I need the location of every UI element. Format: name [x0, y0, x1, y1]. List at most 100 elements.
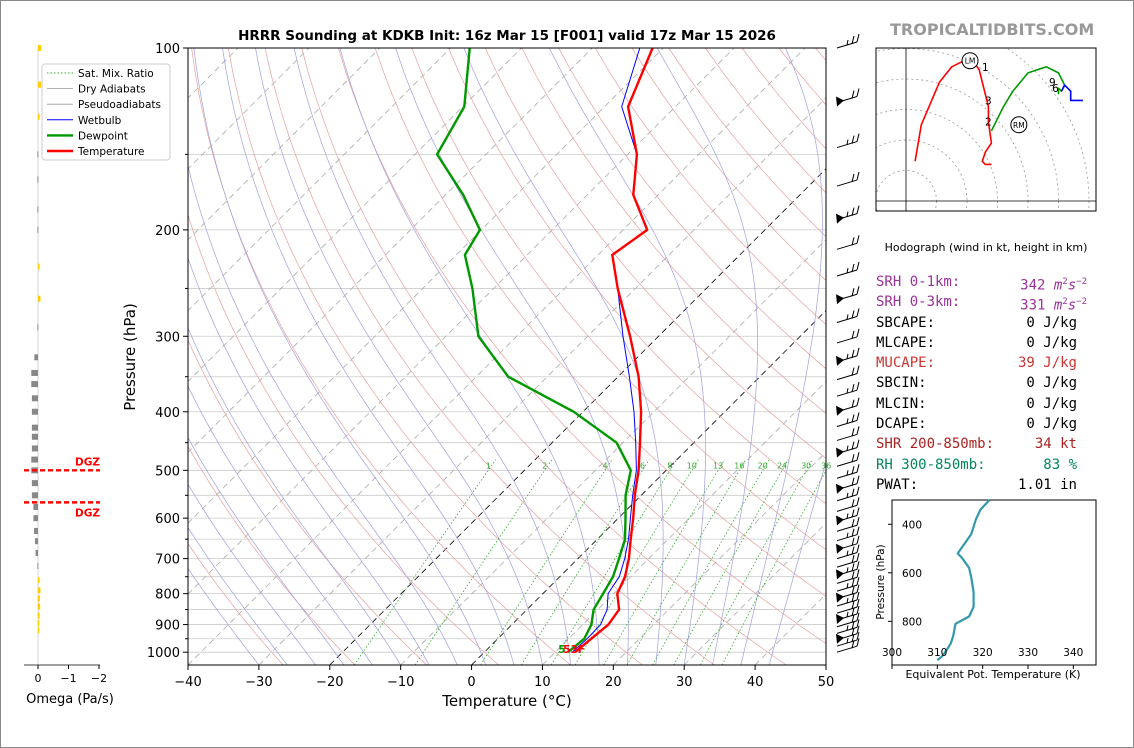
theta-e-x-tick-label: 330 [1018, 647, 1038, 659]
wind-barb [836, 507, 860, 526]
mixing-ratio-label: 30 [801, 461, 811, 470]
hodograph-ring-label: 40 [1022, 211, 1035, 222]
wind-barb [836, 591, 860, 607]
omega-bar [31, 408, 38, 415]
mixing-ratio-line [353, 459, 497, 665]
omega-bar [31, 395, 38, 402]
dry-adiabat [594, 48, 826, 326]
wind-barb [836, 88, 860, 107]
dry-adiabat [411, 48, 826, 551]
stat-row: MUCAPE: 39 J/kg [876, 353, 1101, 373]
omega-bar [38, 113, 40, 120]
stat-row: SBCAPE: 0 J/kg [876, 313, 1101, 333]
omega-bar [35, 549, 38, 556]
isotherm-line [612, 451, 826, 665]
stat-label: MLCAPE: [876, 334, 936, 351]
mixing-ratio-label: 20 [758, 461, 768, 470]
wind-barb [836, 486, 860, 502]
moist-adiabat [255, 48, 543, 665]
skewt-y-ticks: 100 200 300 400 500 600 700 800 900 1000 [147, 42, 188, 661]
legend-label: Pseudoadiabats [78, 99, 161, 111]
stat-value: 39 J/kg [1017, 355, 1077, 372]
moist-adiabat [768, 460, 826, 665]
isotherm-line [188, 48, 806, 665]
storm-motion-label: RM [1013, 121, 1025, 130]
stat-value: 1.01 in [1017, 476, 1077, 493]
hodograph-height-label: 9 [1049, 77, 1056, 89]
mixing-ratio-line [699, 459, 813, 665]
dry-adiabat [521, 48, 826, 414]
moist-adiabat [188, 164, 458, 665]
hodograph-segment [914, 59, 993, 166]
y-tick-label: 600 [155, 512, 180, 527]
theta-e-x-tick-label: 310 [927, 647, 947, 659]
omega-bar [31, 445, 38, 452]
wind-barb [836, 235, 860, 250]
wind-barb [836, 576, 860, 592]
moist-adiabat [222, 48, 515, 665]
isotherm-line [683, 522, 826, 665]
brand-watermark: TROPICALTIDBITS.COM [890, 20, 1095, 39]
surface-temperature-label: 53F [563, 644, 585, 656]
wind-barb [836, 439, 860, 458]
omega-bar [38, 587, 41, 594]
skewt-x-axis-label: Temperature (°C) [441, 692, 571, 710]
omega-bar [34, 354, 38, 361]
y-tick-label: 100 [155, 42, 180, 57]
x-tick-label: 20 [605, 675, 622, 690]
stat-value: 0 J/kg [1026, 416, 1077, 433]
storm-motion-label: LM [965, 57, 976, 66]
omega-axis-label: Omega (Pa/s) [26, 692, 114, 707]
dry-adiabat [188, 543, 284, 665]
wind-barb [836, 605, 860, 625]
legend-box [41, 63, 171, 161]
wind-barb [836, 526, 860, 542]
dry-adiabat [227, 48, 643, 665]
wind-barb [836, 517, 860, 532]
wind-barb [836, 535, 860, 554]
wind-barb [836, 544, 860, 560]
stat-label: SBCIN: [876, 375, 927, 392]
isotherm-line [471, 309, 826, 665]
mixing-ratio-label: 2 [542, 461, 547, 470]
isotherm-line [188, 48, 735, 595]
y-tick-label: 300 [155, 330, 180, 345]
legend-label: Temperature [77, 146, 145, 158]
legend-label: Dewpoint [78, 130, 128, 142]
dry-adiabat [301, 48, 787, 665]
stat-value: 83 % [1043, 456, 1077, 473]
omega-bar [37, 226, 39, 233]
mixing-ratio-line [652, 459, 770, 665]
moist-adiabat [293, 48, 572, 665]
mixing-ratio-line [603, 459, 725, 665]
moist-adiabat [193, 48, 487, 665]
wind-barb [836, 133, 860, 149]
dgz-label: DGZ [75, 507, 100, 519]
mixing-ratio-line [721, 469, 826, 665]
stat-value: 331 m2s−2 [1020, 297, 1087, 314]
legend-label: Sat. Mix. Ratio [78, 68, 154, 80]
stats-panel: SRH 0-1km: 342 m2s−2 SRH 0-3km: 331 m2s−2 SB… [876, 272, 1101, 495]
wind-barb [836, 328, 860, 344]
dry-adiabat [558, 48, 826, 370]
dgz-label: DGZ [75, 456, 100, 468]
omega-bar [38, 595, 40, 602]
skewt-x-ticks: −40 −30 −20 −10 0 10 20 30 40 50 [174, 665, 834, 690]
legend-label: Wetbulb [78, 115, 122, 127]
wind-barb [836, 382, 860, 397]
wind-barb [836, 561, 860, 580]
wind-barb [836, 205, 860, 224]
moist-adiabat [188, 436, 345, 665]
hodograph-grid: 10 20 30 40 50 [876, 48, 1096, 222]
mixing-ratio-label: 4 [603, 461, 608, 470]
y-tick-label: 400 [155, 406, 180, 421]
stat-row: SRH 0-1km: 342 m2s−2 [876, 272, 1101, 294]
theta-e-x-tick-label: 300 [882, 647, 902, 659]
moist-adiabat [188, 257, 430, 665]
mixing-ratio-line [480, 459, 613, 665]
omega-bar [38, 45, 42, 51]
hodograph-trace: 1 2 3 69 LM RM [914, 52, 1083, 166]
x-tick-label: −10 [387, 675, 414, 690]
stat-value: 0 J/kg [1026, 314, 1077, 331]
mixing-ratio-label: 13 [713, 461, 723, 470]
